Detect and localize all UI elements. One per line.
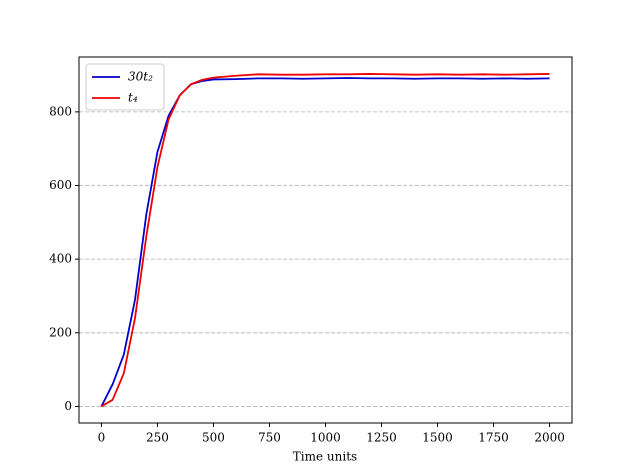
x-tick-label: 0 [98, 431, 106, 445]
x-tick-label: 500 [202, 431, 225, 445]
x-tick-label: 1500 [422, 431, 453, 445]
y-tick-label: 0 [64, 399, 72, 413]
x-tick-label: 1000 [310, 431, 341, 445]
x-tick-label: 1250 [366, 431, 397, 445]
y-tick-label: 400 [49, 252, 72, 266]
legend-label: 30t₂ [128, 70, 153, 84]
y-tick-label: 200 [49, 325, 72, 339]
x-tick-label: 2000 [534, 431, 565, 445]
y-tick-label: 600 [49, 178, 72, 192]
x-axis-label: Time units [293, 450, 357, 464]
series-line [100, 73, 550, 408]
series-line [100, 77, 550, 407]
y-tick-label: 800 [49, 104, 72, 118]
legend-label: t₄ [128, 91, 138, 105]
x-tick-label: 250 [146, 431, 169, 445]
x-tick-label: 1750 [478, 431, 509, 445]
x-tick-label: 750 [258, 431, 281, 445]
plot-frame [78, 56, 573, 424]
